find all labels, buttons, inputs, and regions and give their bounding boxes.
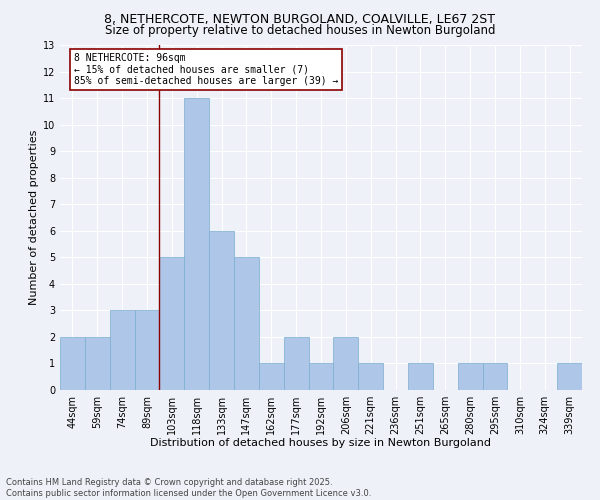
Text: Contains HM Land Registry data © Crown copyright and database right 2025.
Contai: Contains HM Land Registry data © Crown c… bbox=[6, 478, 371, 498]
Bar bbox=[60, 337, 85, 390]
Bar bbox=[110, 310, 134, 390]
Text: 8 NETHERCOTE: 96sqm
← 15% of detached houses are smaller (7)
85% of semi-detache: 8 NETHERCOTE: 96sqm ← 15% of detached ho… bbox=[74, 53, 338, 86]
Bar bbox=[334, 337, 358, 390]
Bar bbox=[134, 310, 160, 390]
Bar bbox=[184, 98, 209, 390]
Bar bbox=[557, 364, 582, 390]
Bar bbox=[160, 258, 184, 390]
Text: Size of property relative to detached houses in Newton Burgoland: Size of property relative to detached ho… bbox=[105, 24, 495, 37]
Bar bbox=[259, 364, 284, 390]
Bar bbox=[308, 364, 334, 390]
Bar bbox=[85, 337, 110, 390]
Bar bbox=[358, 364, 383, 390]
Bar bbox=[234, 258, 259, 390]
Bar bbox=[284, 337, 308, 390]
Y-axis label: Number of detached properties: Number of detached properties bbox=[29, 130, 38, 305]
Bar bbox=[458, 364, 482, 390]
Bar bbox=[482, 364, 508, 390]
Bar bbox=[209, 231, 234, 390]
Text: 8, NETHERCOTE, NEWTON BURGOLAND, COALVILLE, LE67 2ST: 8, NETHERCOTE, NEWTON BURGOLAND, COALVIL… bbox=[104, 12, 496, 26]
Bar bbox=[408, 364, 433, 390]
X-axis label: Distribution of detached houses by size in Newton Burgoland: Distribution of detached houses by size … bbox=[151, 438, 491, 448]
